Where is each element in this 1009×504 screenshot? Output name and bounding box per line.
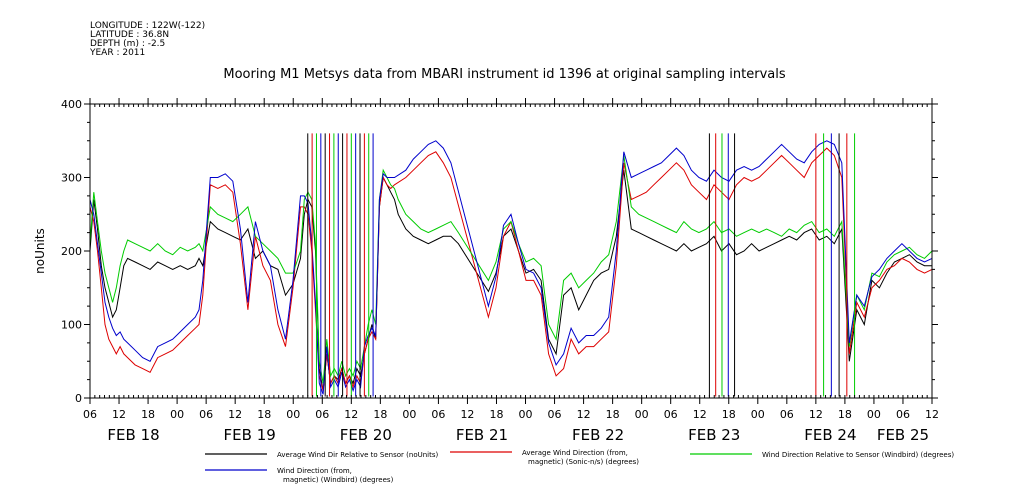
x-tick-label: 06 — [780, 408, 794, 421]
latitude-label: LATITUDE : 36.8N — [90, 30, 170, 40]
x-tick-label: 00 — [635, 408, 649, 421]
x-tick-label: 00 — [286, 408, 300, 421]
x-tick-label: 00 — [170, 408, 184, 421]
day-label: FEB 25 — [877, 426, 929, 444]
x-tick-label: 18 — [257, 408, 271, 421]
x-tick-label: 18 — [141, 408, 155, 421]
y-axis-label: noUnits — [33, 228, 47, 274]
y-tick-label: 0 — [75, 392, 82, 405]
x-tick-label: 12 — [577, 408, 591, 421]
legend-label: Average Wind Dir Relative to Sensor (noU… — [277, 451, 438, 459]
y-tick-label: 400 — [61, 98, 82, 111]
series-line-3 — [90, 140, 932, 395]
day-label: FEB 18 — [107, 426, 159, 444]
x-tick-label: 12 — [228, 408, 242, 421]
x-tick-label: 12 — [693, 408, 707, 421]
x-tick-label: 06 — [83, 408, 97, 421]
y-tick-label: 300 — [61, 172, 82, 185]
x-tick-label: 12 — [112, 408, 126, 421]
x-tick-label: 06 — [431, 408, 445, 421]
x-tick-label: 12 — [344, 408, 358, 421]
x-tick-label: 06 — [896, 408, 910, 421]
y-tick-label: 100 — [61, 319, 82, 332]
plot-frame — [89, 103, 933, 399]
legend-label: magnetic) (Sonic-n/s) (degrees) — [528, 458, 639, 466]
x-tick-label: 00 — [402, 408, 416, 421]
day-label: FEB 21 — [456, 426, 508, 444]
series-line-1 — [90, 147, 932, 391]
x-tick-label: 06 — [315, 408, 329, 421]
x-tick-label: 00 — [751, 408, 765, 421]
x-tick-label: 00 — [519, 408, 533, 421]
x-tick-label: 12 — [460, 408, 474, 421]
x-tick-label: 12 — [809, 408, 823, 421]
x-tick-label: 06 — [664, 408, 678, 421]
x-tick-label: 06 — [199, 408, 213, 421]
x-tick-label: 18 — [606, 408, 620, 421]
series-line-2 — [90, 155, 932, 384]
x-tick-label: 12 — [925, 408, 939, 421]
legend-label: Wind Direction (from, — [277, 467, 352, 475]
day-label: FEB 19 — [224, 426, 276, 444]
legend-label: magnetic) (Windbird) (degrees) — [283, 476, 394, 484]
series-group — [90, 133, 932, 397]
x-tick-label: 18 — [489, 408, 503, 421]
day-label: FEB 20 — [340, 426, 392, 444]
y-tick-label: 200 — [61, 245, 82, 258]
x-tick-label: 18 — [373, 408, 387, 421]
day-label: FEB 24 — [804, 426, 856, 444]
chart-title: Mooring M1 Metsys data from MBARI instru… — [223, 67, 786, 82]
legend-label: Average Wind Direction (from, — [522, 449, 628, 457]
series-line-0 — [90, 170, 932, 391]
x-tick-label: 18 — [722, 408, 736, 421]
x-tick-label: 06 — [548, 408, 562, 421]
day-label: FEB 22 — [572, 426, 624, 444]
legend-label: Wind Direction Relative to Sensor (Windb… — [762, 451, 954, 459]
x-tick-label: 00 — [867, 408, 881, 421]
x-tick-label: 18 — [838, 408, 852, 421]
longitude-label: LONGITUDE : 122W(-122) — [90, 21, 206, 31]
depth-label: DEPTH (m) : -2.5 — [90, 39, 166, 49]
year-label: YEAR : 2011 — [90, 48, 146, 58]
day-label: FEB 23 — [688, 426, 740, 444]
